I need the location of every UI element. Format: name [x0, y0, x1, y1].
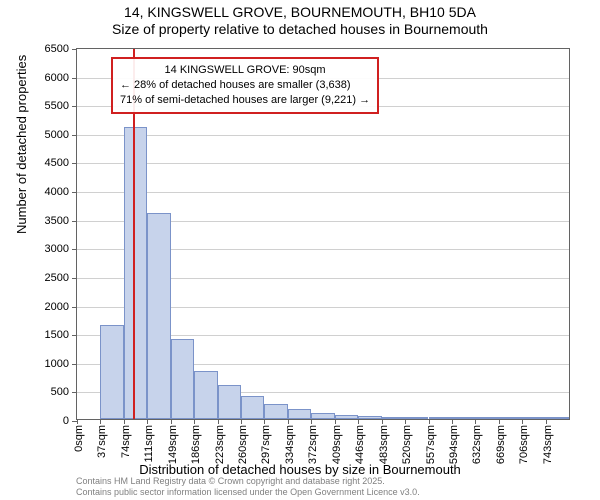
gridline	[77, 192, 569, 193]
x-tick-mark	[475, 419, 476, 424]
y-tick-label: 2000	[41, 301, 77, 313]
x-tick-label: 37sqm	[96, 425, 108, 458]
histogram-bar	[382, 417, 405, 419]
y-tick-label: 5500	[41, 100, 77, 112]
annotation-line: ← 28% of detached houses are smaller (3,…	[120, 78, 370, 93]
x-tick-label: 409sqm	[331, 425, 343, 464]
histogram-bar	[475, 417, 498, 419]
histogram-bar	[429, 417, 452, 419]
x-tick-mark	[405, 419, 406, 424]
histogram-bar	[171, 339, 194, 419]
y-axis-label: Number of detached properties	[14, 55, 29, 234]
x-tick-label: 706sqm	[518, 425, 530, 464]
x-tick-mark	[382, 419, 383, 424]
gridline	[77, 135, 569, 136]
y-tick-label: 0	[41, 415, 77, 427]
x-tick-mark	[194, 419, 195, 424]
histogram-bar	[218, 385, 241, 419]
y-tick-label: 4000	[41, 186, 77, 198]
x-tick-label: 149sqm	[167, 425, 179, 464]
x-tick-label: 372sqm	[307, 425, 319, 464]
x-tick-mark	[499, 419, 500, 424]
x-tick-mark	[311, 419, 312, 424]
histogram-bar	[405, 417, 428, 419]
x-tick-mark	[288, 419, 289, 424]
x-tick-mark	[522, 419, 523, 424]
histogram-bar	[124, 127, 147, 419]
histogram-bar	[194, 371, 217, 419]
histogram-bar	[311, 413, 334, 419]
x-tick-label: 111sqm	[143, 425, 155, 463]
histogram-bar	[335, 415, 358, 419]
footer-line2: Contains public sector information licen…	[76, 487, 420, 498]
x-tick-mark	[241, 419, 242, 424]
y-tick-label: 500	[41, 386, 77, 398]
histogram-bar	[522, 417, 545, 419]
chart-title-line1: 14, KINGSWELL GROVE, BOURNEMOUTH, BH10 5…	[0, 0, 600, 20]
histogram-bar	[241, 396, 264, 419]
gridline	[77, 163, 569, 164]
x-tick-mark	[77, 419, 78, 424]
histogram-bar	[499, 417, 522, 419]
y-tick-label: 3500	[41, 215, 77, 227]
y-tick-label: 1500	[41, 329, 77, 341]
x-tick-mark	[546, 419, 547, 424]
x-tick-mark	[452, 419, 453, 424]
x-tick-label: 483sqm	[378, 425, 390, 464]
x-tick-mark	[264, 419, 265, 424]
x-tick-label: 260sqm	[237, 425, 249, 464]
y-tick-label: 3000	[41, 243, 77, 255]
histogram-bar	[264, 404, 287, 419]
histogram-bar	[147, 213, 170, 419]
histogram-bar	[546, 417, 569, 419]
footer-attribution: Contains HM Land Registry data © Crown c…	[76, 476, 420, 499]
x-tick-label: 743sqm	[542, 425, 554, 464]
y-tick-label: 2500	[41, 272, 77, 284]
x-tick-mark	[147, 419, 148, 424]
x-tick-label: 557sqm	[425, 425, 437, 464]
x-tick-mark	[100, 419, 101, 424]
footer-line1: Contains HM Land Registry data © Crown c…	[76, 476, 420, 487]
y-tick-label: 6500	[41, 43, 77, 55]
histogram-bar	[288, 409, 311, 419]
x-tick-mark	[429, 419, 430, 424]
x-tick-label: 669sqm	[495, 425, 507, 464]
histogram-bar	[358, 416, 381, 419]
x-tick-mark	[358, 419, 359, 424]
histogram-bar	[100, 325, 123, 419]
y-tick-label: 4500	[41, 157, 77, 169]
annotation-line: 14 KINGSWELL GROVE: 90sqm	[120, 63, 370, 78]
y-tick-label: 6000	[41, 72, 77, 84]
x-tick-label: 594sqm	[448, 425, 460, 464]
y-tick-label: 1000	[41, 358, 77, 370]
x-tick-label: 446sqm	[354, 425, 366, 464]
plot-area: 0500100015002000250030003500400045005000…	[76, 48, 570, 420]
annotation-callout: 14 KINGSWELL GROVE: 90sqm← 28% of detach…	[111, 57, 379, 114]
x-tick-mark	[171, 419, 172, 424]
x-tick-label: 74sqm	[120, 425, 132, 458]
chart-container: 14, KINGSWELL GROVE, BOURNEMOUTH, BH10 5…	[0, 0, 600, 500]
x-tick-label: 186sqm	[190, 425, 202, 464]
y-tick-label: 5000	[41, 129, 77, 141]
x-tick-mark	[218, 419, 219, 424]
x-tick-label: 0sqm	[73, 425, 85, 452]
annotation-line: 71% of semi-detached houses are larger (…	[120, 93, 370, 108]
x-tick-mark	[335, 419, 336, 424]
x-tick-label: 520sqm	[401, 425, 413, 464]
x-tick-label: 632sqm	[471, 425, 483, 464]
x-tick-mark	[124, 419, 125, 424]
chart-title-line2: Size of property relative to detached ho…	[0, 20, 600, 37]
x-tick-label: 297sqm	[260, 425, 272, 464]
x-tick-label: 334sqm	[284, 425, 296, 464]
histogram-bar	[452, 417, 475, 419]
x-tick-label: 223sqm	[214, 425, 226, 464]
